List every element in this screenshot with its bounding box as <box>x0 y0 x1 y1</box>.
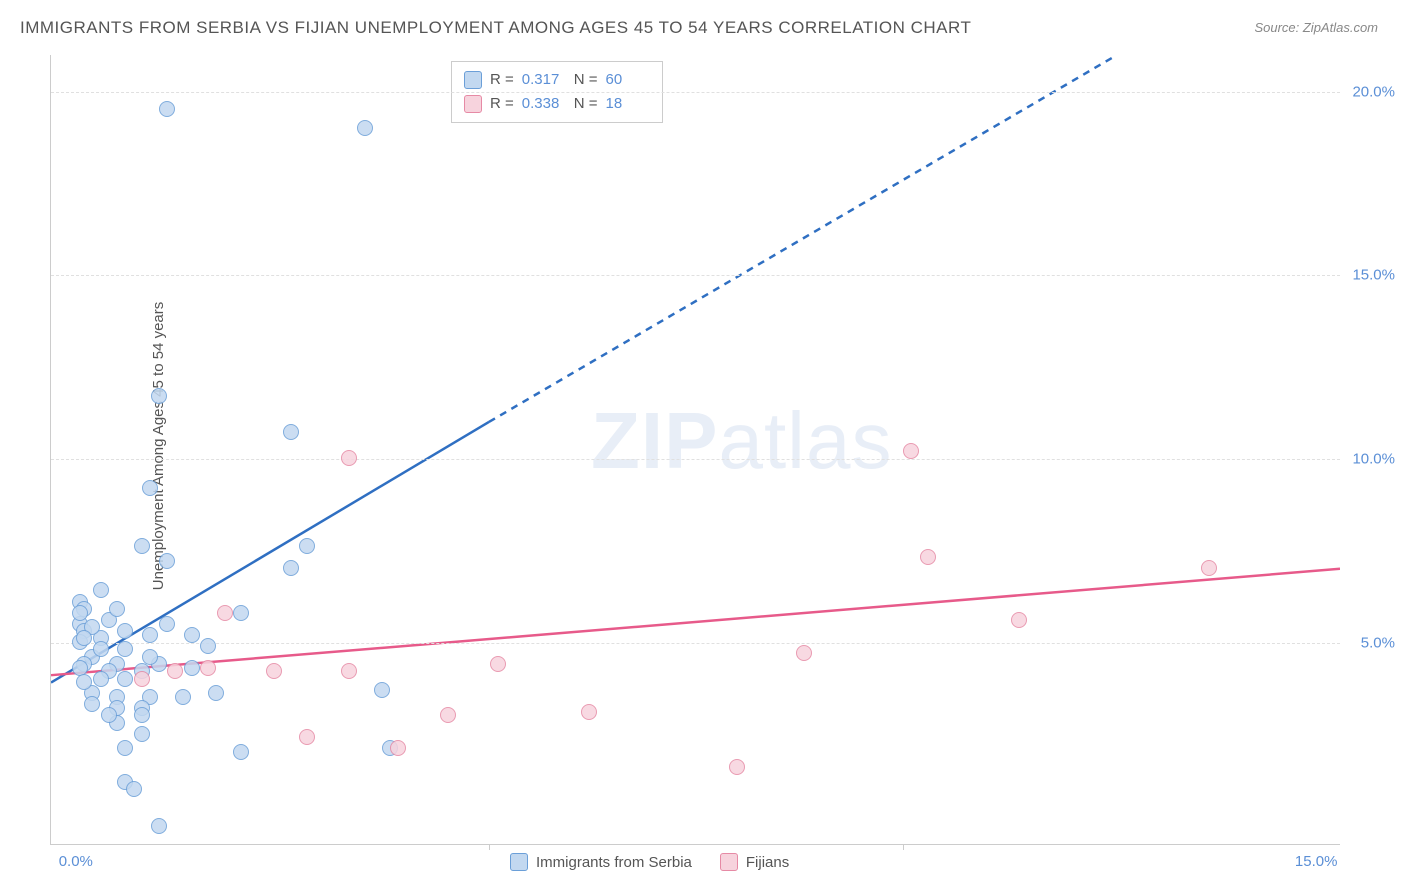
scatter-point <box>200 660 216 676</box>
x-tick-label: 15.0% <box>1295 853 1338 870</box>
scatter-point <box>84 696 100 712</box>
scatter-point <box>159 553 175 569</box>
scatter-point <box>142 649 158 665</box>
scatter-point <box>93 582 109 598</box>
scatter-point <box>159 101 175 117</box>
scatter-point <box>184 627 200 643</box>
scatter-point <box>117 740 133 756</box>
scatter-point <box>490 656 506 672</box>
y-tick-label: 5.0% <box>1361 634 1395 651</box>
chart-title: IMMIGRANTS FROM SERBIA VS FIJIAN UNEMPLO… <box>20 18 971 38</box>
scatter-point <box>142 480 158 496</box>
bottom-legend-item: Fijians <box>720 853 789 871</box>
scatter-point <box>117 623 133 639</box>
scatter-point <box>134 707 150 723</box>
scatter-point <box>126 781 142 797</box>
scatter-point <box>1011 612 1027 628</box>
r-value: 0.317 <box>522 68 566 92</box>
scatter-point <box>581 704 597 720</box>
r-label: R = <box>490 92 514 116</box>
scatter-point <box>134 538 150 554</box>
scatter-point <box>390 740 406 756</box>
y-tick-label: 10.0% <box>1352 451 1395 468</box>
y-tick-label: 20.0% <box>1352 83 1395 100</box>
scatter-point <box>134 671 150 687</box>
scatter-point <box>729 759 745 775</box>
watermark-bold: ZIP <box>591 396 718 485</box>
scatter-point <box>134 726 150 742</box>
legend-swatch <box>510 853 528 871</box>
scatter-point <box>920 549 936 565</box>
stats-legend-row: R = 0.338 N = 18 <box>464 92 650 116</box>
legend-label: Immigrants from Serbia <box>536 854 692 871</box>
scatter-point <box>151 388 167 404</box>
scatter-point <box>374 682 390 698</box>
scatter-point <box>72 660 88 676</box>
n-value: 60 <box>606 68 650 92</box>
scatter-point <box>184 660 200 676</box>
n-label: N = <box>574 68 598 92</box>
scatter-point <box>283 560 299 576</box>
scatter-point <box>440 707 456 723</box>
scatter-point <box>796 645 812 661</box>
scatter-point <box>357 120 373 136</box>
trend-line-solid <box>51 569 1340 675</box>
scatter-point <box>233 605 249 621</box>
scatter-point <box>299 729 315 745</box>
legend-swatch <box>464 71 482 89</box>
scatter-point <box>208 685 224 701</box>
scatter-point <box>117 671 133 687</box>
r-value: 0.338 <box>522 92 566 116</box>
scatter-point <box>233 744 249 760</box>
trend-lines-svg <box>51 55 1340 844</box>
watermark-light: atlas <box>718 396 892 485</box>
plot-area: ZIPatlas R =0.317N =60R =0.338N =18 5.0%… <box>50 55 1340 845</box>
bottom-legend-item: Immigrants from Serbia <box>510 853 692 871</box>
scatter-point <box>93 641 109 657</box>
scatter-point <box>266 663 282 679</box>
scatter-point <box>76 674 92 690</box>
r-label: R = <box>490 68 514 92</box>
legend-label: Fijians <box>746 854 789 871</box>
x-tick-mark <box>489 844 490 850</box>
y-tick-label: 15.0% <box>1352 267 1395 284</box>
scatter-point <box>283 424 299 440</box>
n-label: N = <box>574 92 598 116</box>
scatter-point <box>93 671 109 687</box>
gridline-horizontal <box>51 92 1340 93</box>
gridline-horizontal <box>51 275 1340 276</box>
scatter-point <box>341 450 357 466</box>
source-attribution: Source: ZipAtlas.com <box>1254 20 1378 35</box>
x-tick-mark <box>903 844 904 850</box>
gridline-horizontal <box>51 459 1340 460</box>
scatter-point <box>109 601 125 617</box>
scatter-point <box>299 538 315 554</box>
scatter-point <box>72 605 88 621</box>
legend-swatch <box>464 95 482 113</box>
scatter-point <box>341 663 357 679</box>
scatter-point <box>159 616 175 632</box>
scatter-point <box>175 689 191 705</box>
scatter-point <box>167 663 183 679</box>
legend-swatch <box>720 853 738 871</box>
n-value: 18 <box>606 92 650 116</box>
scatter-point <box>903 443 919 459</box>
scatter-point <box>200 638 216 654</box>
scatter-point <box>217 605 233 621</box>
scatter-point <box>1201 560 1217 576</box>
scatter-point <box>101 707 117 723</box>
scatter-point <box>142 627 158 643</box>
bottom-legend: Immigrants from Serbia Fijians <box>510 853 789 871</box>
scatter-point <box>76 630 92 646</box>
gridline-horizontal <box>51 643 1340 644</box>
x-tick-label: 0.0% <box>59 853 93 870</box>
scatter-point <box>151 818 167 834</box>
stats-legend-row: R = 0.317 N = 60 <box>464 68 650 92</box>
watermark: ZIPatlas <box>591 395 892 487</box>
scatter-point <box>117 641 133 657</box>
